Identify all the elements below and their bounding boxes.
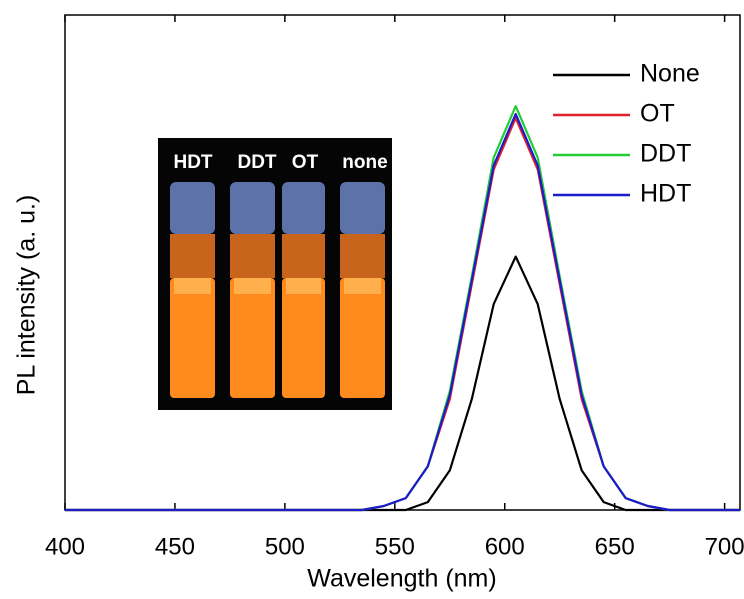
vial-cap	[230, 182, 275, 234]
y-axis-label: PL intensity (a. u.)	[13, 195, 41, 396]
vial-liquid	[230, 278, 275, 398]
vial-top-liquid	[340, 234, 385, 278]
series-line	[65, 255, 740, 512]
vial-cap	[282, 182, 325, 234]
series-line	[65, 112, 740, 512]
vial-cap	[340, 182, 385, 234]
vial-liquid	[340, 278, 385, 398]
x-tick-label: 500	[265, 533, 305, 560]
legend-label: HDT	[640, 180, 691, 208]
vial-liquid	[170, 278, 215, 398]
vial-cap	[170, 182, 215, 234]
legend-label: DDT	[640, 140, 691, 168]
vial-top-liquid	[170, 234, 215, 278]
inset-photo: HDT DDT OT none	[158, 138, 392, 410]
x-tick-label: 700	[705, 533, 744, 560]
vial-top-liquid	[282, 234, 325, 278]
x-tick-label: 450	[155, 533, 195, 560]
x-tick-label: 600	[485, 533, 525, 560]
x-tick-label: 400	[45, 533, 85, 560]
x-axis-label: Wavelength (nm)	[307, 565, 496, 593]
vial-liquid	[282, 278, 325, 398]
vial-glow	[344, 278, 381, 294]
inset-label: OT	[292, 152, 319, 173]
legend-label: None	[640, 60, 700, 88]
inset-label: none	[342, 152, 387, 173]
x-tick-label: 650	[595, 533, 635, 560]
vial-glow	[286, 278, 321, 294]
legend-label: OT	[640, 100, 675, 128]
vial-glow	[234, 278, 271, 294]
vial-glow	[174, 278, 211, 294]
inset-label: DDT	[237, 152, 276, 173]
x-tick-label: 550	[375, 533, 415, 560]
vial-top-liquid	[230, 234, 275, 278]
inset-label: HDT	[173, 152, 212, 173]
